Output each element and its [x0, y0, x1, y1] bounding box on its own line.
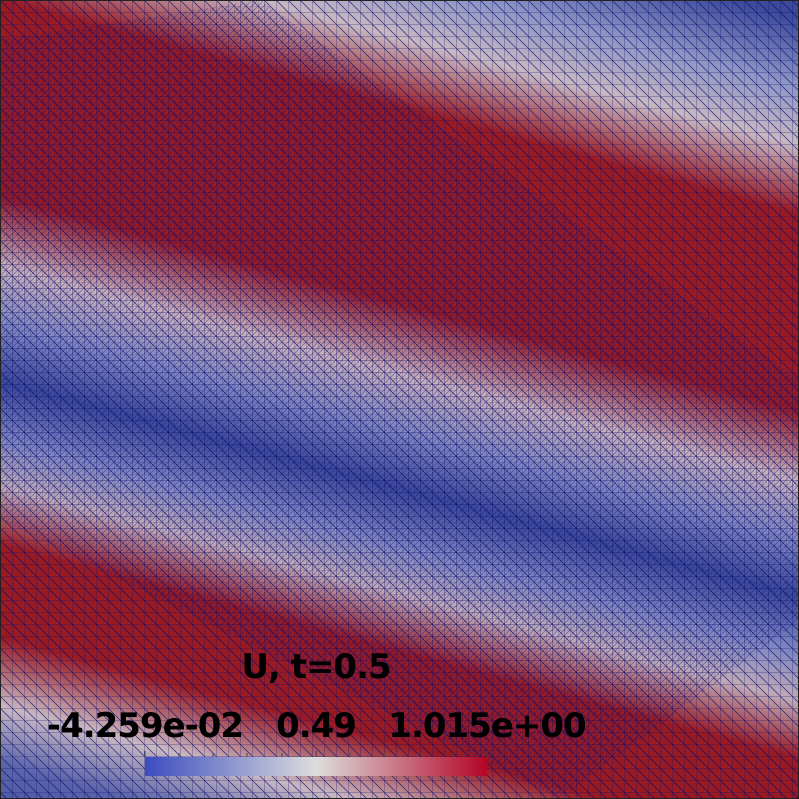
colorbar-title: U, t=0.5: [241, 647, 390, 687]
colorbar-label: 0.49: [276, 706, 356, 746]
colorbar-label: -4.259e-02: [47, 706, 243, 746]
colorbar-ticks: [144, 751, 488, 757]
colorbar-label: 1.015e+00: [388, 706, 586, 746]
colorbar: [145, 757, 487, 776]
